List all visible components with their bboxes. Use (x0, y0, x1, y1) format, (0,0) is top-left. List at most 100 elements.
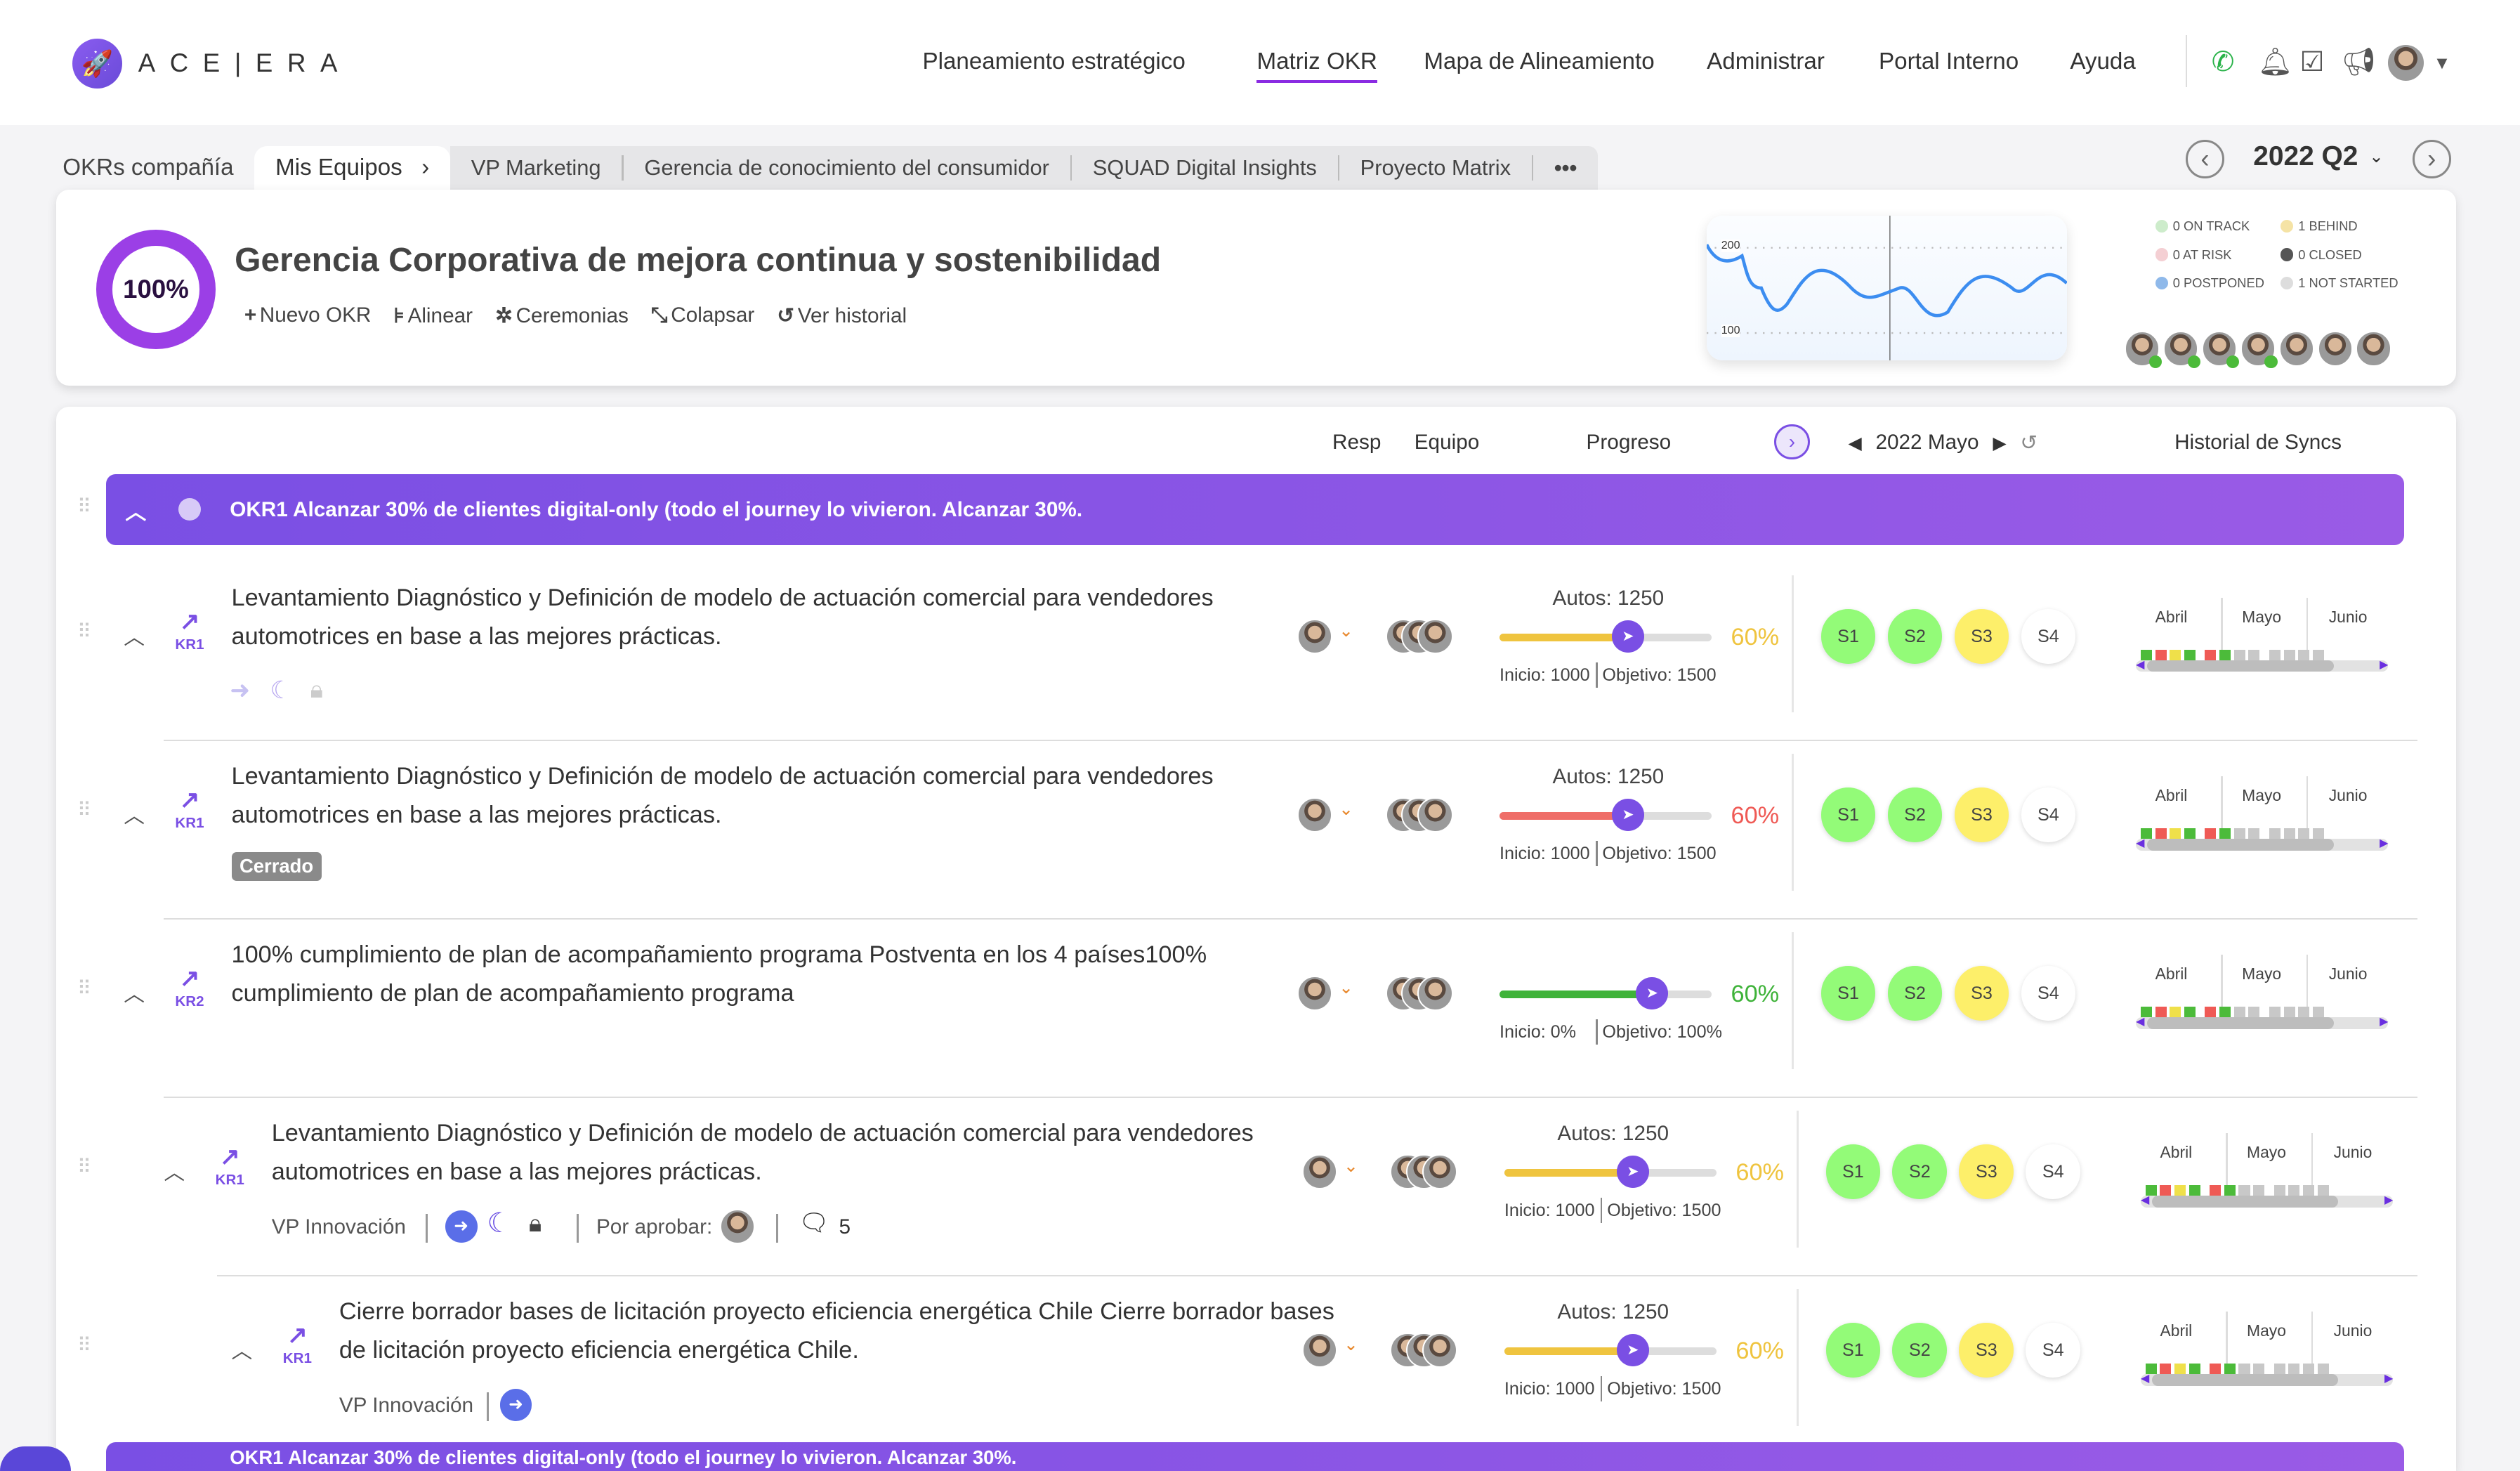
period-selector[interactable]: 2022 Q2 (2253, 141, 2358, 172)
chevron-up-icon[interactable]: ︿ (164, 1161, 185, 1185)
sync-s3-button[interactable]: S3 (1954, 787, 2009, 843)
sync-s4-button[interactable]: S4 (2021, 787, 2076, 843)
tab-team[interactable]: VP Marketing (471, 155, 601, 181)
team-avatar[interactable] (1422, 1153, 1458, 1190)
history-scrollbar[interactable]: ◀ ▶ (2141, 1194, 2394, 1208)
help-fab[interactable] (0, 1446, 71, 1471)
chevron-up-icon[interactable]: ︿ (231, 1340, 253, 1364)
drag-handle-icon[interactable]: ⠿ (77, 620, 91, 643)
sync-s4-button[interactable]: S4 (2021, 966, 2076, 1021)
history-scrollbar[interactable]: ◀ ▶ (2136, 837, 2389, 851)
team-member-avatar[interactable] (2163, 331, 2200, 369)
nav-item[interactable]: Ayuda (2070, 48, 2136, 74)
sync-s2-button[interactable]: S2 (1887, 966, 1943, 1021)
team-avatar[interactable] (1417, 618, 1453, 655)
scroll-left-icon[interactable]: ◀ (2136, 658, 2145, 671)
team-member-avatar[interactable] (2240, 331, 2278, 369)
kr-title[interactable]: Cierre borrador bases de licitación proy… (339, 1297, 1334, 1364)
progress-slider-handle[interactable]: ➤ (1612, 799, 1644, 832)
sync-s3-button[interactable]: S3 (1954, 966, 2009, 1021)
scroll-thumb[interactable] (2147, 839, 2334, 851)
tab-team[interactable]: Gerencia de conocimiento del consumidor (644, 155, 1049, 181)
chevron-up-icon[interactable]: ︿ (124, 804, 145, 828)
sync-s4-button[interactable]: S4 (2026, 1323, 2081, 1378)
progress-slider-handle[interactable]: ➤ (1617, 1334, 1649, 1367)
kr-title[interactable]: Levantamiento Diagnóstico y Definición d… (231, 762, 1214, 828)
sync-s1-button[interactable]: S1 (1825, 1144, 1881, 1200)
progress-slider-handle[interactable]: ➤ (1636, 977, 1669, 1010)
sync-s1-button[interactable]: S1 (1825, 1323, 1881, 1378)
prev-month-button[interactable]: ◀ (1848, 433, 1862, 453)
responsible-avatar[interactable] (1297, 797, 1332, 833)
sync-s2-button[interactable]: S2 (1892, 1144, 1948, 1200)
nav-item[interactable]: Matriz OKR (1256, 48, 1377, 83)
sync-s1-button[interactable]: S1 (1820, 787, 1876, 843)
prev-period-button[interactable]: ‹ (2186, 140, 2224, 178)
next-period-button[interactable]: › (2412, 140, 2451, 178)
sync-s4-button[interactable]: S4 (2021, 609, 2076, 665)
team-avatar[interactable] (1417, 797, 1453, 833)
team-member-avatar[interactable] (2356, 331, 2391, 367)
sync-s3-button[interactable]: S3 (1959, 1144, 2014, 1200)
user-avatar[interactable] (2387, 43, 2426, 82)
comment-icon[interactable]: 🗨︎ (799, 1209, 829, 1236)
drag-handle-icon[interactable]: ⠿ (77, 1334, 91, 1356)
scroll-thumb[interactable] (2147, 1017, 2334, 1029)
arrow-right-icon[interactable]: ➜ (445, 1210, 478, 1243)
tab-mis-equipos[interactable]: Mis Equipos › (254, 146, 451, 190)
team-member-avatar[interactable] (2317, 331, 2353, 367)
bell-icon[interactable]: 🔔︎ (2258, 47, 2293, 78)
lock-icon[interactable]: 🔒︎ (310, 676, 323, 704)
sync-s1-button[interactable]: S1 (1820, 609, 1876, 665)
approver-avatar[interactable] (720, 1208, 756, 1245)
okr-banner[interactable]: ︿ OKR1 Alcanzar 30% de clientes digital-… (106, 474, 2405, 545)
okr-banner[interactable]: OKR1 Alcanzar 30% de clientes digital-on… (106, 1441, 2405, 1471)
chevron-up-icon[interactable]: ︿ (124, 626, 145, 650)
drag-handle-icon[interactable]: ⠿ (77, 495, 91, 517)
drag-handle-icon[interactable]: ⠿ (77, 799, 91, 821)
scroll-thumb[interactable] (2152, 1196, 2339, 1208)
kr-title[interactable]: 100% cumplimiento de plan de acompañamie… (231, 941, 1207, 1007)
drag-handle-icon[interactable]: ⠿ (77, 1156, 91, 1178)
scroll-right-icon[interactable]: ▶ (2380, 837, 2389, 849)
scroll-thumb[interactable] (2147, 660, 2334, 672)
moon-icon[interactable]: ☾ (270, 677, 292, 705)
scroll-right-icon[interactable]: ▶ (2384, 1194, 2394, 1206)
responsible-avatar[interactable] (1301, 1153, 1337, 1190)
history-icon[interactable]: ↺ (2020, 431, 2038, 455)
nav-item[interactable]: Planeamiento estratégico (922, 48, 1186, 74)
lock-icon[interactable]: 🔒︎ (528, 1210, 542, 1238)
sync-s2-button[interactable]: S2 (1887, 609, 1943, 665)
sync-s1-button[interactable]: S1 (1820, 966, 1876, 1021)
team-member-avatar[interactable] (2278, 331, 2315, 367)
next-month-button[interactable]: ▶ (1993, 433, 2007, 453)
history-scrollbar[interactable]: ◀ ▶ (2136, 658, 2389, 672)
arrow-right-icon[interactable]: ➜ (499, 1389, 532, 1421)
more-tabs-button[interactable]: ••• (1554, 155, 1577, 181)
chevron-up-icon[interactable]: ︿ (124, 983, 145, 1007)
chevron-up-icon[interactable]: ︿ (125, 500, 147, 524)
ceremony-button[interactable]: ✲ Ceremonias (495, 303, 629, 328)
team-avatar[interactable] (1422, 1332, 1458, 1368)
scroll-thumb[interactable] (2152, 1374, 2339, 1386)
expand-columns-button[interactable]: › (1774, 424, 1810, 460)
drag-handle-icon[interactable]: ⠿ (77, 977, 91, 1000)
responsible-avatar[interactable] (1297, 618, 1332, 655)
history-scrollbar[interactable]: ◀ ▶ (2136, 1015, 2389, 1029)
chevron-down-icon[interactable]: ⌄ (1339, 978, 1354, 998)
chevron-down-icon[interactable]: ⌄ (1339, 799, 1354, 820)
nav-item[interactable]: Mapa de Alineamiento (1424, 48, 1655, 74)
sync-s3-button[interactable]: S3 (1959, 1323, 2014, 1378)
checkbox-icon[interactable]: ☑ (2299, 47, 2325, 78)
tab-team[interactable]: SQUAD Digital Insights (1092, 155, 1317, 181)
scroll-right-icon[interactable]: ▶ (2380, 1015, 2389, 1028)
scroll-left-icon[interactable]: ◀ (2136, 837, 2145, 849)
whatsapp-icon[interactable]: ✆ (2211, 47, 2235, 78)
sync-s4-button[interactable]: S4 (2026, 1144, 2081, 1200)
moon-icon[interactable]: ☾ (487, 1208, 512, 1238)
scroll-left-icon[interactable]: ◀ (2141, 1194, 2150, 1206)
progress-slider-handle[interactable]: ➤ (1617, 1156, 1649, 1189)
chevron-down-icon[interactable]: ▼ (2433, 53, 2451, 73)
chevron-down-icon[interactable]: ⌄ (1344, 1156, 1359, 1177)
team-member-avatar[interactable] (2201, 331, 2239, 369)
